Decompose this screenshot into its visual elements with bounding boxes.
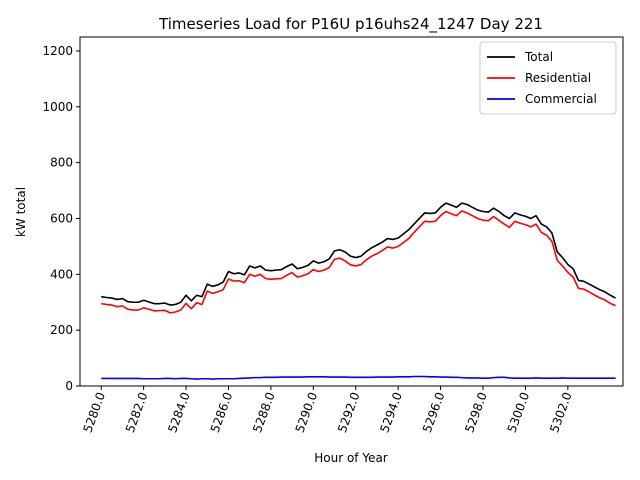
x-tick-label: 5294.0 [377, 390, 405, 434]
chart-title: Timeseries Load for P16U p16uhs24_1247 D… [158, 15, 543, 34]
x-tick-label: 5284.0 [165, 390, 193, 434]
plot-frame [79, 36, 624, 387]
series-line-total [101, 202, 616, 306]
legend: Total Residential Commercial [479, 41, 617, 115]
y-tick-label: 600 [50, 211, 73, 225]
x-tick-label: 5292.0 [335, 390, 363, 434]
y-tick-label: 400 [50, 267, 73, 281]
x-tick-label: 5286.0 [208, 390, 236, 434]
x-tick-label: 5300.0 [505, 390, 533, 434]
y-tick-label: 1000 [42, 100, 73, 114]
x-tick-label: 5288.0 [250, 390, 278, 434]
y-tick-label: 800 [50, 156, 73, 170]
legend-label-total: Total [524, 50, 553, 64]
series-line-commercial [101, 375, 616, 380]
legend-label-residential: Residential [525, 71, 591, 85]
x-tick-label: 5296.0 [420, 390, 448, 434]
series-layer [101, 202, 616, 380]
series-line-residential [101, 210, 616, 314]
x-tick-label: 5298.0 [462, 390, 490, 434]
x-tick-label: 5282.0 [123, 390, 151, 434]
x-tick-label: 5290.0 [293, 390, 321, 434]
y-tick-label: 200 [50, 323, 73, 337]
x-tick-label: 5302.0 [547, 390, 575, 434]
x-axis: 5280.0 5282.0 5284.0 5286.0 5288.0 5290.0 5292… [81, 386, 575, 434]
y-axis: 0 200 400 600 800 1000 1200 [42, 44, 80, 393]
y-tick-label: 0 [65, 379, 73, 393]
x-axis-label: Hour of Year [314, 451, 388, 465]
legend-box [479, 41, 617, 115]
x-tick-label: 5280.0 [81, 390, 109, 434]
legend-label-commercial: Commercial [525, 92, 597, 106]
y-axis-label: kW total [14, 187, 28, 237]
y-tick-label: 1200 [42, 44, 73, 58]
